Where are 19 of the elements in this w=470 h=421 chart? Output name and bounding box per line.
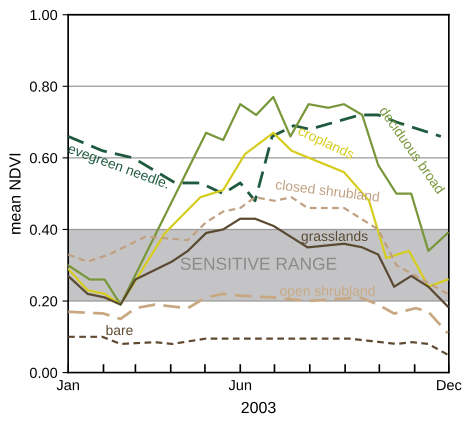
series-label: open shrubland xyxy=(280,286,374,299)
line-series xyxy=(68,218,449,308)
y-tick-label: 1.00 xyxy=(30,10,58,20)
y-tick-label: 0.60 xyxy=(30,152,58,164)
y-axis-title: mean NDVI xyxy=(9,154,21,234)
text: closed shrubland xyxy=(275,179,380,202)
band-label: SENSITIVE RANGE xyxy=(180,258,336,270)
y-tick-label: 0.80 xyxy=(30,81,58,92)
line-series xyxy=(68,336,449,356)
x-tick-label: Jun xyxy=(228,380,252,390)
series-label: bare xyxy=(106,324,133,336)
line-series xyxy=(68,96,449,306)
y-tick-label: 0.00 xyxy=(30,368,58,378)
x-tick-label: Dec xyxy=(437,380,462,390)
x-tick-label: Jan xyxy=(56,380,79,390)
x-axis-title: 2003 xyxy=(242,402,276,414)
y-tick-label: 0.40 xyxy=(30,224,58,235)
series-label: grasslands xyxy=(302,230,368,244)
y-tick-label: 0.20 xyxy=(30,296,58,306)
